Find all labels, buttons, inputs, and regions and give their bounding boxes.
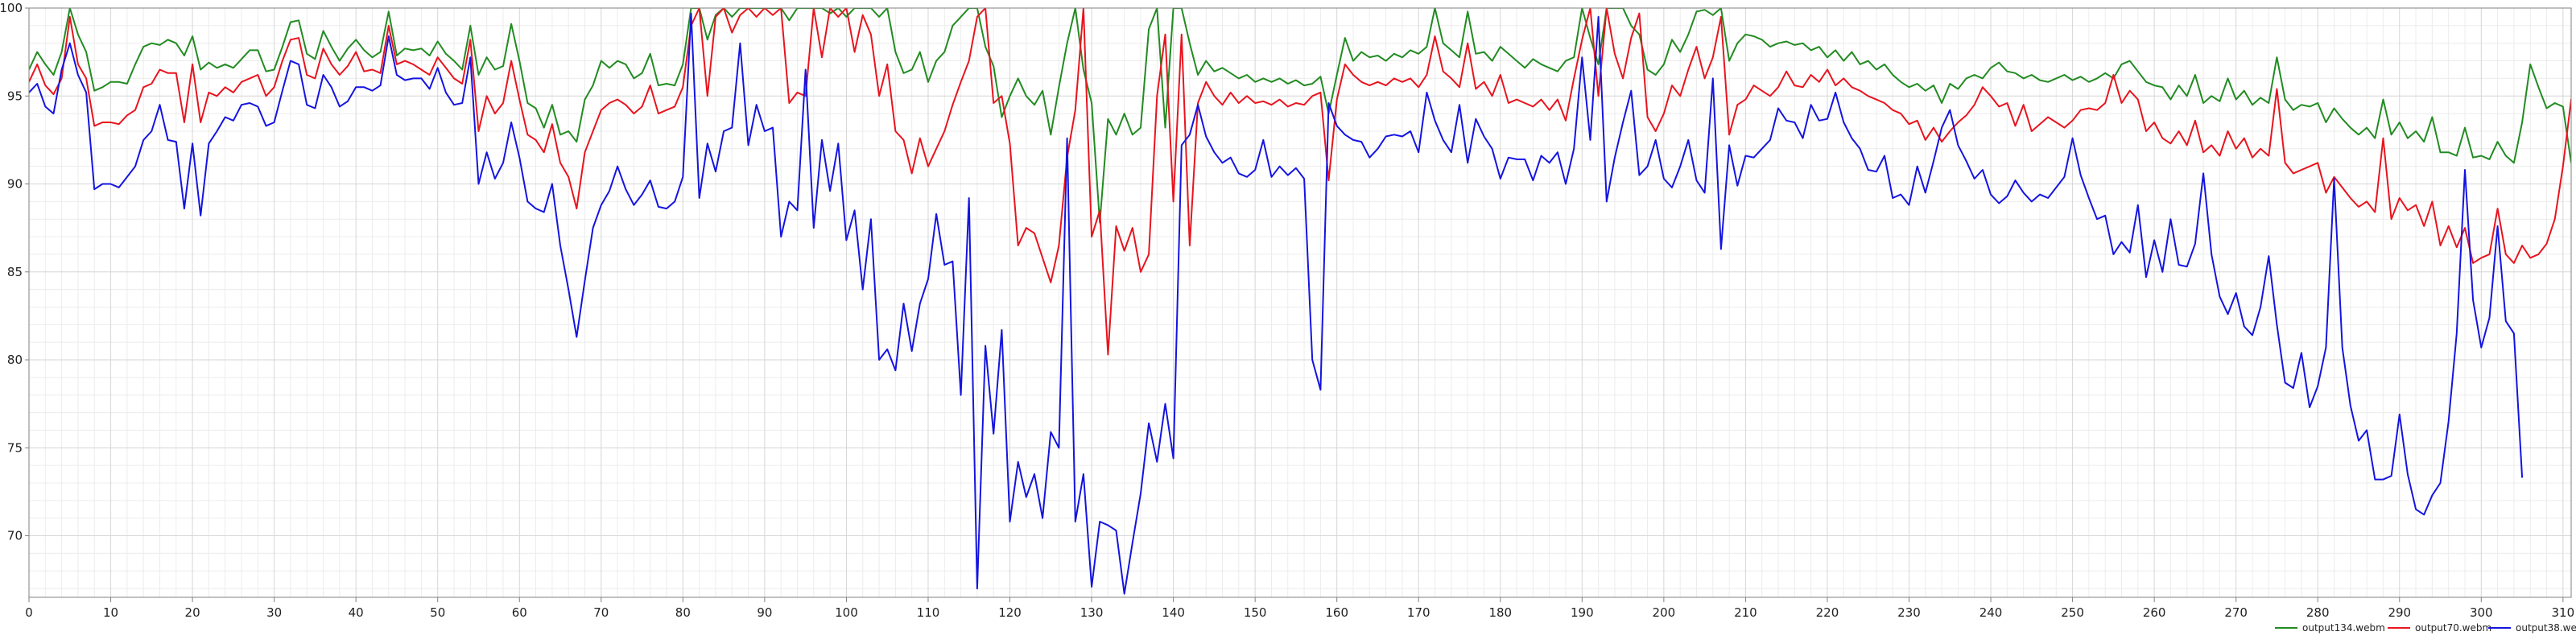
x-tick-label: 140 bbox=[1162, 605, 1185, 620]
series-line-output38-webm bbox=[29, 12, 2524, 595]
legend-label: output38.webm bbox=[2516, 622, 2576, 634]
y-tick-label: 100 bbox=[0, 1, 23, 15]
x-tick-label: 40 bbox=[349, 605, 364, 620]
x-tick-label: 280 bbox=[2306, 605, 2330, 620]
x-tick-label: 170 bbox=[1407, 605, 1430, 620]
x-tick-label: 300 bbox=[2470, 605, 2493, 620]
x-tick-label: 160 bbox=[1325, 605, 1348, 620]
y-tick-label: 80 bbox=[7, 353, 23, 367]
x-tick-label: 290 bbox=[2388, 605, 2411, 620]
x-tick-label: 120 bbox=[998, 605, 1022, 620]
y-tick-label: 90 bbox=[7, 177, 23, 192]
x-tick-label: 90 bbox=[757, 605, 772, 620]
x-tick-label: 220 bbox=[1816, 605, 1839, 620]
x-tick-label: 190 bbox=[1571, 605, 1594, 620]
x-tick-label: 0 bbox=[25, 605, 33, 620]
x-tick-label: 210 bbox=[1734, 605, 1757, 620]
y-tick-label: 70 bbox=[7, 529, 23, 543]
x-tick-label: 150 bbox=[1244, 605, 1267, 620]
x-tick-label: 70 bbox=[593, 605, 609, 620]
x-tick-label: 50 bbox=[430, 605, 445, 620]
x-tick-label: 250 bbox=[2061, 605, 2084, 620]
x-tick-label: 310 bbox=[2552, 605, 2575, 620]
x-tick-label: 270 bbox=[2224, 605, 2248, 620]
x-tick-label: 230 bbox=[1897, 605, 1921, 620]
series-lines bbox=[29, 8, 2571, 595]
x-tick-label: 10 bbox=[103, 605, 118, 620]
legend-label: output70.webm bbox=[2415, 622, 2491, 634]
y-tick-label: 75 bbox=[7, 440, 23, 455]
plot-frame bbox=[28, 7, 2572, 598]
y-tick-label: 95 bbox=[7, 89, 23, 103]
series-line-output134-webm bbox=[29, 8, 2571, 224]
x-tick-label: 130 bbox=[1080, 605, 1104, 620]
y-axis: 70 75 80 85 90 95 100 bbox=[0, 1, 29, 543]
x-tick-label: 260 bbox=[2143, 605, 2166, 620]
x-tick-label: 110 bbox=[917, 605, 940, 620]
legend: output134.webm output70.webm output38.webm bbox=[2275, 622, 2576, 634]
x-tick-label: 80 bbox=[675, 605, 691, 620]
x-tick-label: 180 bbox=[1488, 605, 1512, 620]
series-line-output70-webm bbox=[29, 8, 2571, 356]
grid-minor bbox=[29, 8, 2571, 597]
x-tick-label: 200 bbox=[1653, 605, 1676, 620]
grid-major bbox=[28, 7, 2571, 597]
x-axis: 0 10 20 30 40 50 60 70 80 90 100 110 120 130 140 150 160… bbox=[25, 597, 2574, 620]
x-tick-label: 100 bbox=[835, 605, 858, 620]
x-tick-label: 240 bbox=[1979, 605, 2003, 620]
x-tick-label: 20 bbox=[185, 605, 200, 620]
x-tick-label: 30 bbox=[266, 605, 282, 620]
legend-label: output134.webm bbox=[2302, 622, 2385, 634]
y-tick-label: 85 bbox=[7, 265, 23, 279]
x-tick-label: 60 bbox=[512, 605, 527, 620]
